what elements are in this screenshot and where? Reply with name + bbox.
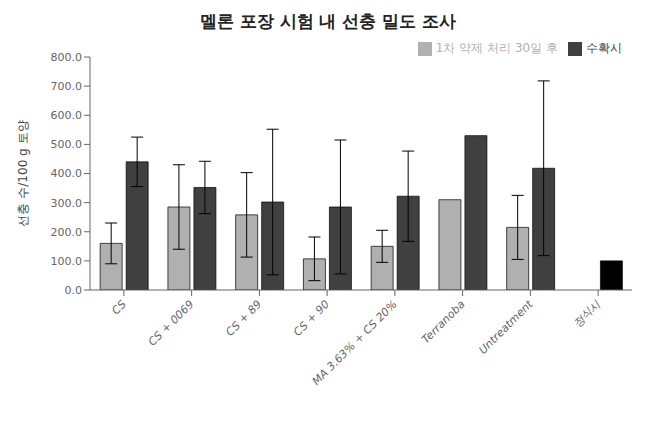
html-text:멜론 포장 시험 내 선충 밀도 조사: 멜론 포장 시험 내 선충 밀도 조사 bbox=[199, 11, 457, 31]
svg-text:200.0: 200.0 bbox=[51, 226, 83, 239]
svg-text:선충 수/100 g 토양: 선충 수/100 g 토양 bbox=[16, 120, 30, 226]
svg-text:500.0: 500.0 bbox=[51, 138, 83, 151]
svg-text:300.0: 300.0 bbox=[51, 197, 83, 210]
svg-text:정식시: 정식시 bbox=[571, 297, 604, 330]
svg-text:CS + 89: CS + 89 bbox=[223, 298, 264, 339]
svg-text:800.0: 800.0 bbox=[51, 51, 83, 64]
svg-text:MA 3.63% + CS 20%: MA 3.63% + CS 20% bbox=[310, 298, 400, 388]
svg-text:700.0: 700.0 bbox=[51, 80, 83, 93]
svg-text:0.0: 0.0 bbox=[65, 284, 83, 297]
svg-text:600.0: 600.0 bbox=[51, 109, 83, 122]
html-text:1차 약제 처리 30일 후: 1차 약제 처리 30일 후 bbox=[435, 41, 558, 55]
svg-text:Untreatment: Untreatment bbox=[476, 297, 535, 356]
html-text:수확시: 수확시 bbox=[586, 41, 622, 55]
svg-text:400.0: 400.0 bbox=[51, 167, 83, 180]
svg-text:CS + 0069: CS + 0069 bbox=[146, 298, 197, 349]
svg-text:CS + 90: CS + 90 bbox=[291, 298, 332, 339]
svg-text:CS: CS bbox=[109, 298, 129, 318]
svg-text:Terranoba: Terranoba bbox=[419, 298, 468, 347]
svg-text:100.0: 100.0 bbox=[51, 255, 83, 268]
